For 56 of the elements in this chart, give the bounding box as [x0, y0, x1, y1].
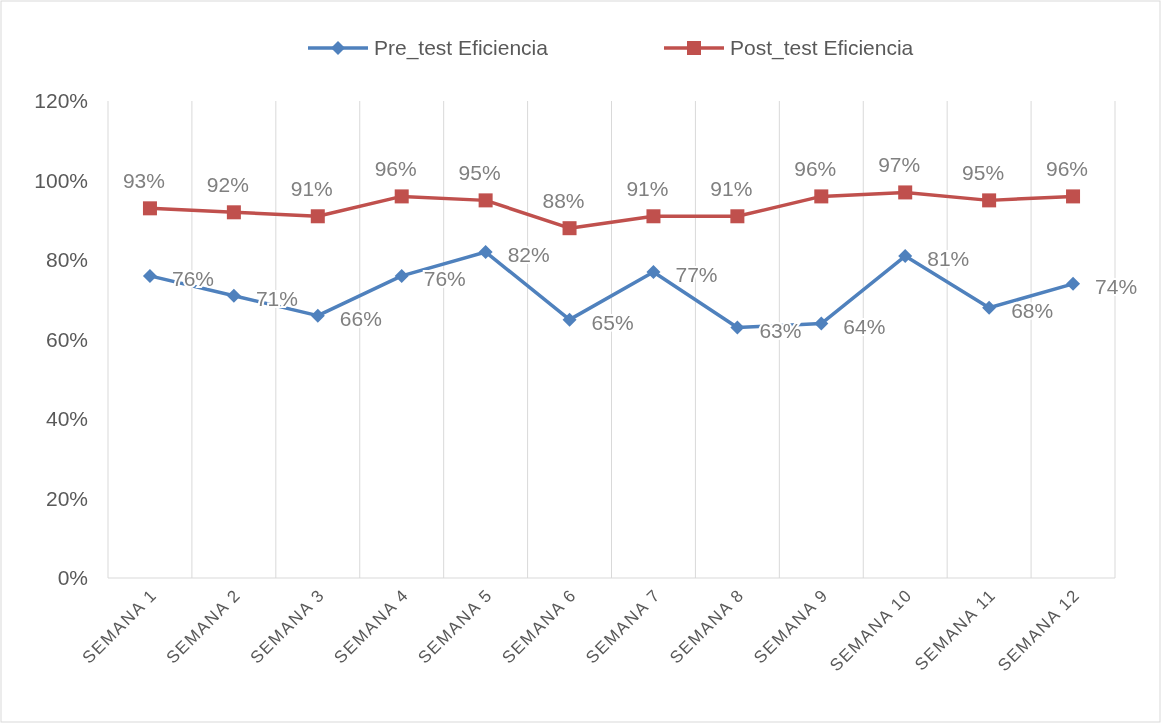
- data-label: 97%: [878, 153, 921, 177]
- point: [394, 189, 409, 204]
- data-label: 96%: [374, 157, 417, 181]
- data-label: 68%: [1011, 298, 1054, 322]
- point: [982, 193, 997, 208]
- point: [142, 268, 157, 283]
- data-label: 96%: [794, 157, 837, 181]
- data-label: 66%: [339, 306, 382, 330]
- data-label: 96%: [1046, 157, 1089, 181]
- point: [814, 316, 829, 331]
- y-tick-label: 80%: [45, 248, 88, 272]
- point: [898, 185, 913, 200]
- point: [226, 288, 241, 303]
- point: [394, 268, 409, 283]
- y-tick-label: 20%: [45, 486, 88, 510]
- data-label: 74%: [1095, 274, 1138, 298]
- point: [982, 300, 997, 315]
- data-label: 76%: [171, 266, 214, 290]
- point: [310, 308, 325, 323]
- data-label: 81%: [927, 247, 970, 271]
- point: [310, 209, 325, 224]
- point: [646, 264, 661, 279]
- data-label: 82%: [507, 243, 550, 267]
- data-label: 91%: [290, 177, 333, 201]
- data-label: 91%: [626, 177, 669, 201]
- point: [814, 189, 829, 204]
- legend-label: Post_test Eficiencia: [730, 36, 914, 61]
- data-label: 95%: [458, 161, 501, 185]
- data-label: 91%: [710, 177, 753, 201]
- point: [730, 320, 745, 335]
- point: [898, 249, 913, 264]
- point: [1066, 276, 1081, 291]
- y-tick-label: 100%: [34, 168, 88, 192]
- data-label: 93%: [122, 169, 165, 193]
- data-label: 71%: [255, 286, 298, 310]
- point: [226, 205, 241, 220]
- y-tick-label: 40%: [45, 407, 88, 431]
- point: [478, 245, 493, 260]
- data-label: 77%: [675, 262, 718, 286]
- point: [646, 209, 661, 224]
- point: [142, 201, 157, 216]
- data-label: 95%: [962, 161, 1005, 185]
- data-label: 92%: [206, 173, 249, 197]
- data-label: 64%: [843, 314, 886, 338]
- data-label: 65%: [591, 310, 634, 334]
- y-tick-label: 120%: [34, 89, 88, 113]
- data-label: 88%: [542, 189, 585, 213]
- legend-label: Pre_test Eficiencia: [374, 36, 549, 61]
- point: [562, 221, 577, 236]
- point: [1066, 189, 1081, 204]
- point: [562, 312, 577, 327]
- point: [730, 209, 745, 224]
- y-tick-label: 60%: [45, 327, 88, 351]
- y-tick-label: 0%: [57, 566, 88, 590]
- point: [478, 193, 493, 208]
- data-label: 76%: [423, 266, 466, 290]
